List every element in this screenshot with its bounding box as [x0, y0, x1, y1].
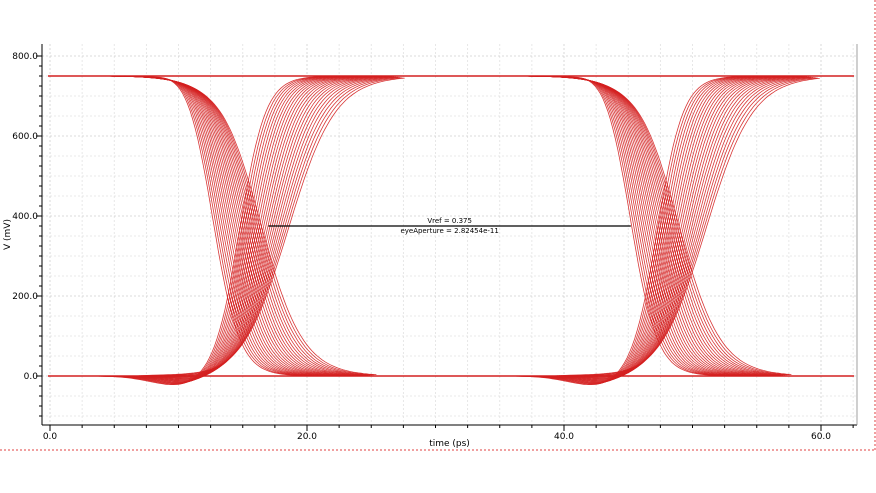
rising-trace [117, 75, 375, 381]
rising-trace [524, 75, 780, 384]
rising-trace [527, 75, 782, 383]
y-tick-label: 600.0 [12, 132, 38, 142]
rising-trace [537, 75, 793, 381]
rising-trace [544, 76, 799, 379]
vref-annotation: Vref = 0.375 eyeAperture = 2.82454e-11 [268, 217, 631, 235]
rising-trace [535, 75, 791, 381]
rising-trace [531, 75, 786, 382]
rising-trace [107, 75, 365, 384]
rising-trace [101, 75, 359, 385]
rising-trace [109, 75, 367, 383]
vref-label: Vref = 0.375 [427, 217, 472, 225]
rising-trace [113, 75, 371, 382]
y-tick-label: 200.0 [12, 292, 38, 302]
y-tick-label: 0.0 [24, 372, 39, 382]
rising-trace [518, 75, 773, 385]
falling-trace [145, 76, 377, 376]
x-axis-title: time (ps) [429, 439, 470, 449]
y-tick-label: 800.0 [12, 52, 38, 62]
rising-trace [563, 77, 818, 376]
x-tick-label: 0.0 [43, 432, 58, 442]
x-tick-label: 40.0 [554, 432, 574, 442]
eye-aperture-label: eyeAperture = 2.82454e-11 [400, 227, 498, 235]
rising-trace [111, 75, 369, 383]
axes: 0.0 20.0 40.0 60.0 0.0 200.0 400.0 600.0 800.0 [12, 44, 858, 442]
rising-trace [147, 77, 405, 376]
x-tick-label: 20.0 [297, 432, 317, 442]
eye-traces [48, 75, 854, 385]
rising-trace [522, 75, 778, 384]
y-tick-label: 400.0 [12, 212, 38, 222]
rising-trace [126, 76, 384, 379]
frame-border [0, 0, 876, 451]
y-axis-title: V (mV) [3, 219, 13, 250]
rising-trace [561, 77, 816, 376]
rising-trace [558, 77, 814, 377]
rising-trace [565, 78, 820, 376]
x-tick-label: 60.0 [811, 432, 831, 442]
rising-trace [105, 75, 363, 384]
rising-trace [115, 75, 373, 382]
rising-trace [120, 75, 378, 381]
rising-trace [556, 76, 812, 377]
falling-trace [562, 76, 792, 375]
